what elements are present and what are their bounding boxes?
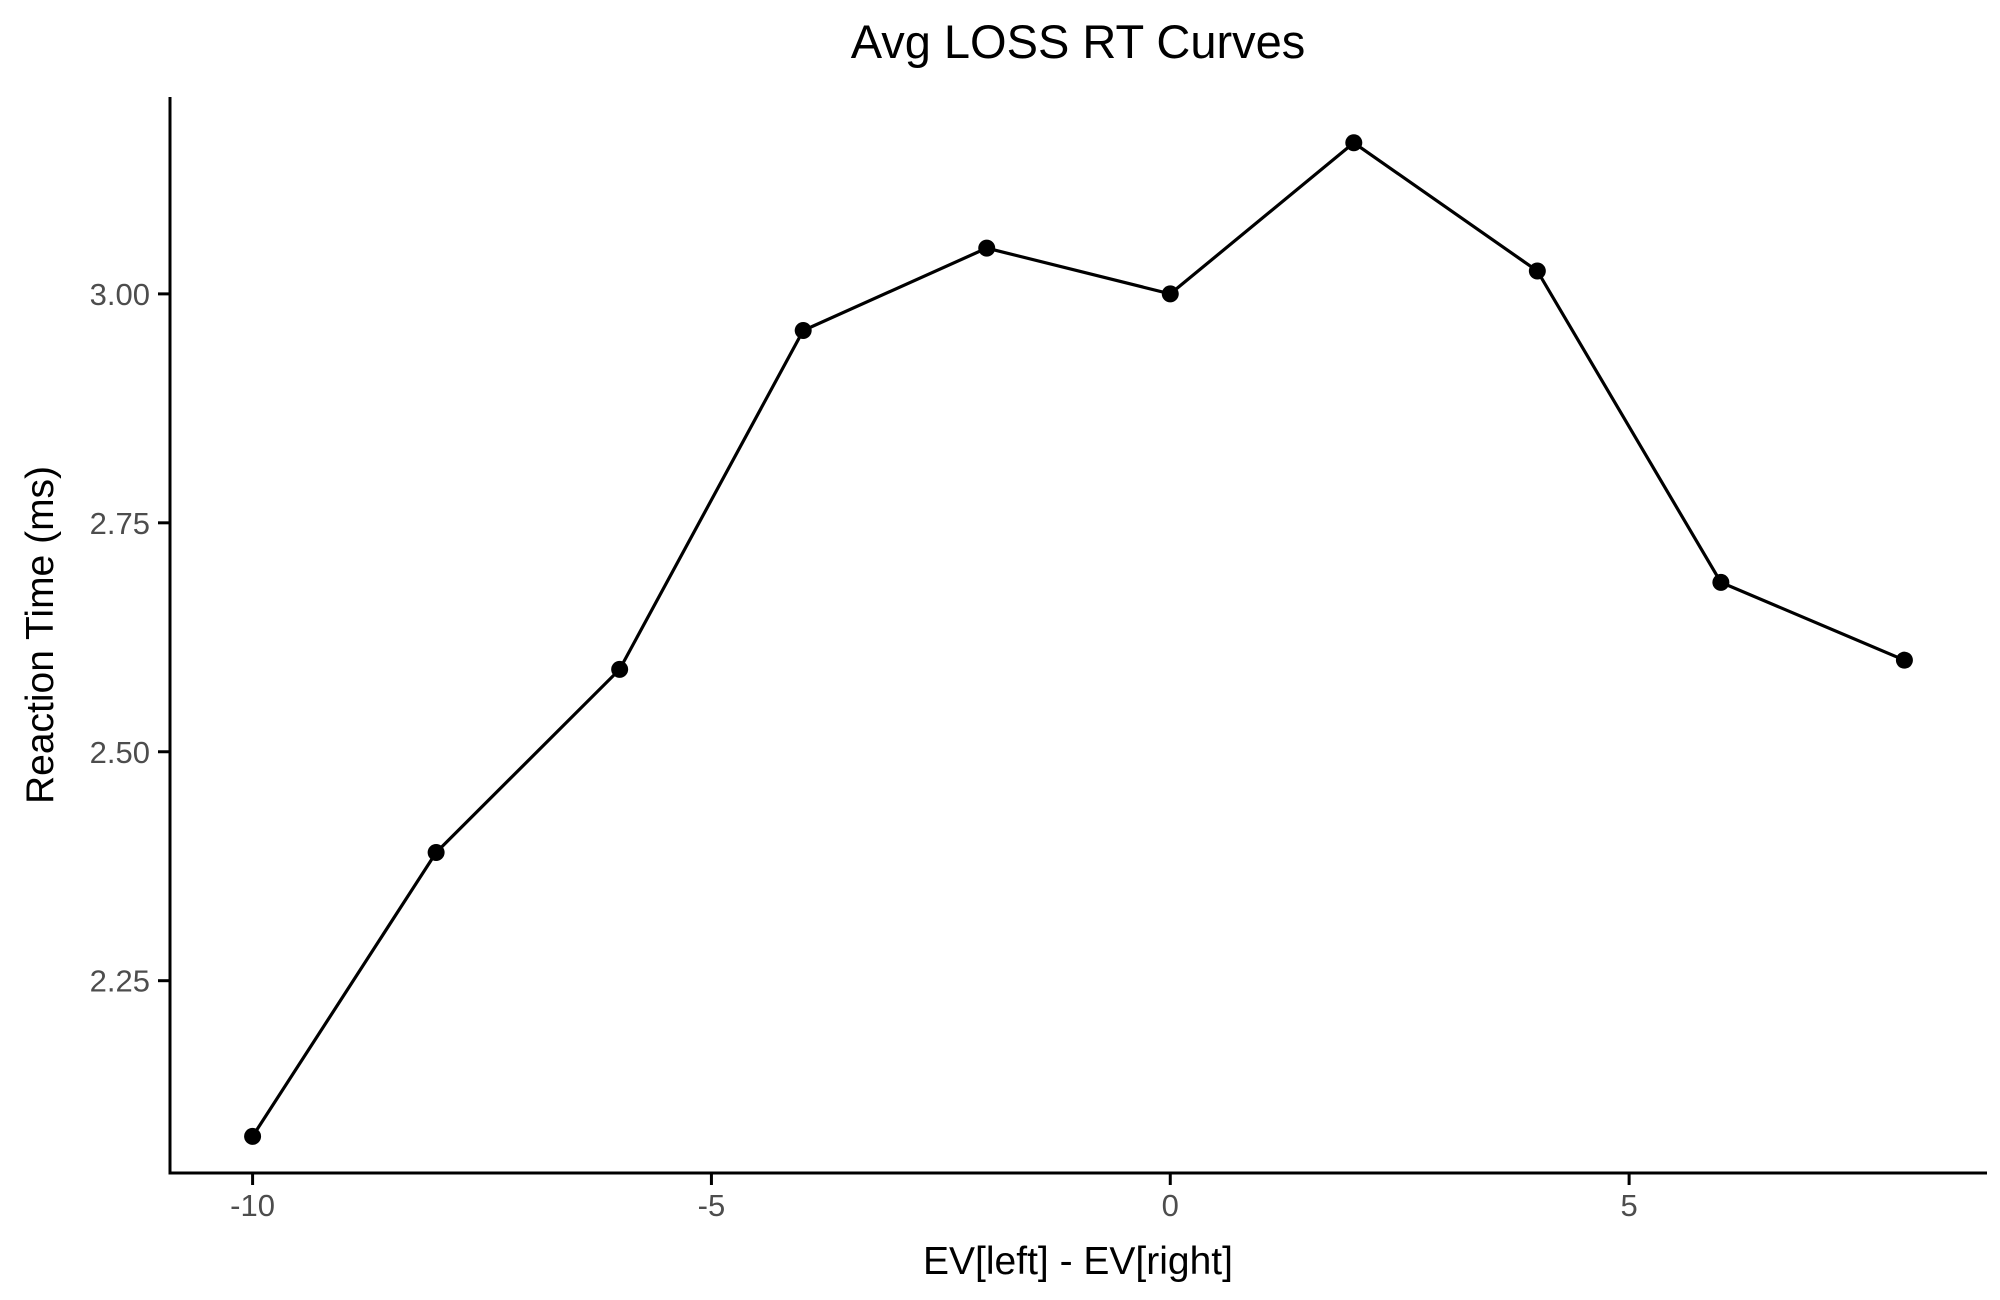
data-point [1712,573,1730,591]
data-point [611,660,629,678]
y-axis-title: Reaction Time (ms) [19,466,62,804]
x-tick-label: 0 [1162,1188,1179,1223]
data-point [1528,262,1546,280]
x-ticks: -10 -5 0 5 [230,1173,1638,1223]
y-tick-label: 3.00 [90,277,150,312]
data-point [1895,651,1913,669]
x-tick-label: -10 [230,1188,275,1223]
plot-area: -10 -5 0 5 2.25 2.50 2.75 3.00 [90,97,1987,1223]
y-tick-label: 2.25 [90,964,150,999]
x-tick-label: 5 [1620,1188,1637,1223]
data-points [244,134,1913,1145]
data-point [1345,134,1363,152]
y-tick-label: 2.50 [90,735,150,770]
y-tick-label: 2.75 [90,506,150,541]
series-line [251,140,1906,1138]
y-ticks: 2.25 2.50 2.75 3.00 [90,277,170,999]
data-point [1161,285,1179,303]
data-point [978,239,996,257]
data-point [244,1127,262,1145]
chart-title: Avg LOSS RT Curves [851,15,1306,68]
data-point [427,843,445,861]
x-tick-label: -5 [698,1188,726,1223]
x-axis-title: EV[left] - EV[right] [923,1240,1233,1283]
data-point [794,322,812,340]
